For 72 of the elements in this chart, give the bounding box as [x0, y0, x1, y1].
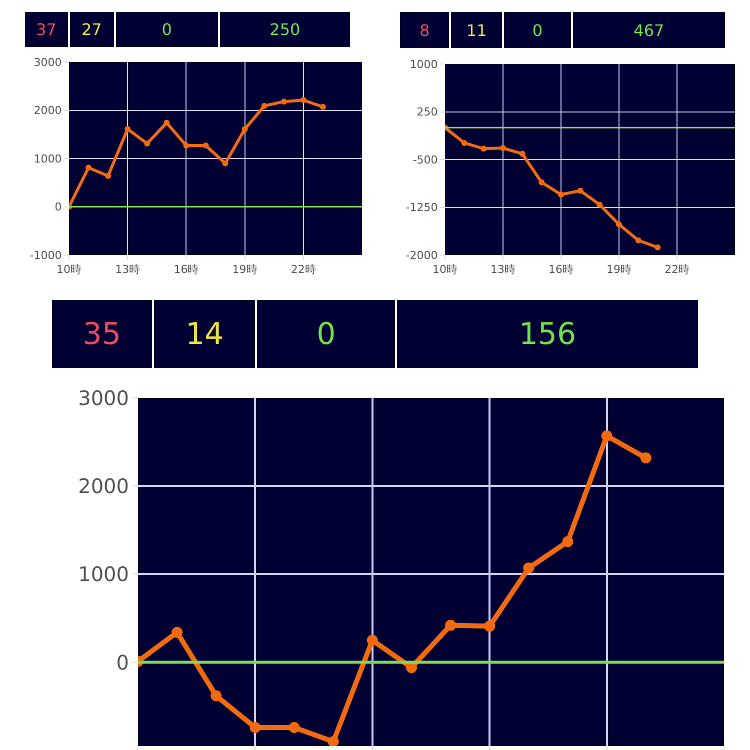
point — [366, 634, 378, 646]
text: 37 — [25, 12, 70, 47]
y-tick-label: 3000 — [78, 386, 129, 410]
point — [183, 142, 190, 148]
y-tick-label: -500 — [412, 153, 438, 166]
x-tick-label: 19時 — [232, 263, 258, 276]
point — [164, 120, 170, 126]
point — [538, 179, 545, 186]
point — [328, 736, 339, 746]
point — [300, 97, 306, 104]
point — [523, 562, 534, 574]
y-tick-label: 1000 — [410, 58, 438, 71]
x-tick-label: 13時 — [490, 263, 516, 276]
y-tick-label: 3000 — [34, 56, 62, 69]
point — [500, 145, 506, 152]
point — [445, 620, 456, 631]
y-tick-label: -1250 — [406, 201, 438, 214]
point — [250, 722, 261, 733]
point — [484, 620, 496, 632]
point — [616, 221, 622, 228]
text: 250 — [268, 19, 302, 41]
point — [105, 172, 112, 179]
point — [320, 104, 326, 110]
point — [654, 244, 661, 250]
text: 467 — [632, 20, 666, 42]
text: 14 — [154, 300, 258, 368]
point — [124, 126, 131, 132]
text: 35 — [52, 300, 154, 368]
point — [172, 626, 183, 638]
text: 0 — [257, 300, 397, 368]
point — [222, 160, 228, 166]
x-tick-label: 10時 — [432, 263, 458, 276]
point — [635, 237, 642, 244]
text: 11 — [451, 12, 504, 48]
point — [558, 192, 564, 198]
y-tick-label: 1000 — [78, 562, 129, 586]
point — [562, 536, 574, 548]
y-tick-label: 0 — [116, 650, 129, 674]
x-tick-label: 19時 — [606, 263, 632, 276]
point — [461, 140, 468, 146]
x-tick-label: 22時 — [664, 263, 690, 276]
point — [596, 202, 603, 208]
point — [640, 452, 652, 464]
text: 0 — [116, 12, 220, 47]
point — [210, 690, 222, 702]
y-tick-label: 250 — [416, 106, 438, 119]
point — [601, 430, 612, 442]
point — [202, 142, 209, 148]
x-tick-label: 16時 — [548, 263, 574, 276]
point — [280, 98, 287, 105]
y-tick-label: -1000 — [30, 248, 62, 262]
point — [242, 126, 248, 132]
point — [288, 722, 300, 733]
y-tick-label: 0 — [54, 200, 62, 214]
y-tick-label: 1000 — [34, 152, 62, 166]
point — [144, 140, 150, 147]
y-tick-label: 2000 — [34, 104, 62, 118]
x-tick-label: 16時 — [174, 263, 199, 276]
point — [577, 188, 584, 194]
y-tick-label: 2000 — [78, 474, 129, 498]
text: 0 — [504, 12, 573, 48]
x-tick-label: 22時 — [290, 263, 316, 276]
point — [86, 164, 92, 171]
text: 156 — [518, 316, 578, 354]
x-tick-label: 13時 — [115, 263, 140, 276]
y-tick-label: -2000 — [406, 248, 438, 262]
text: 27 — [70, 12, 116, 47]
point — [519, 150, 526, 157]
point — [261, 102, 268, 109]
point — [480, 146, 487, 152]
text: 8 — [400, 12, 452, 48]
x-tick-label: 10時 — [56, 263, 82, 276]
